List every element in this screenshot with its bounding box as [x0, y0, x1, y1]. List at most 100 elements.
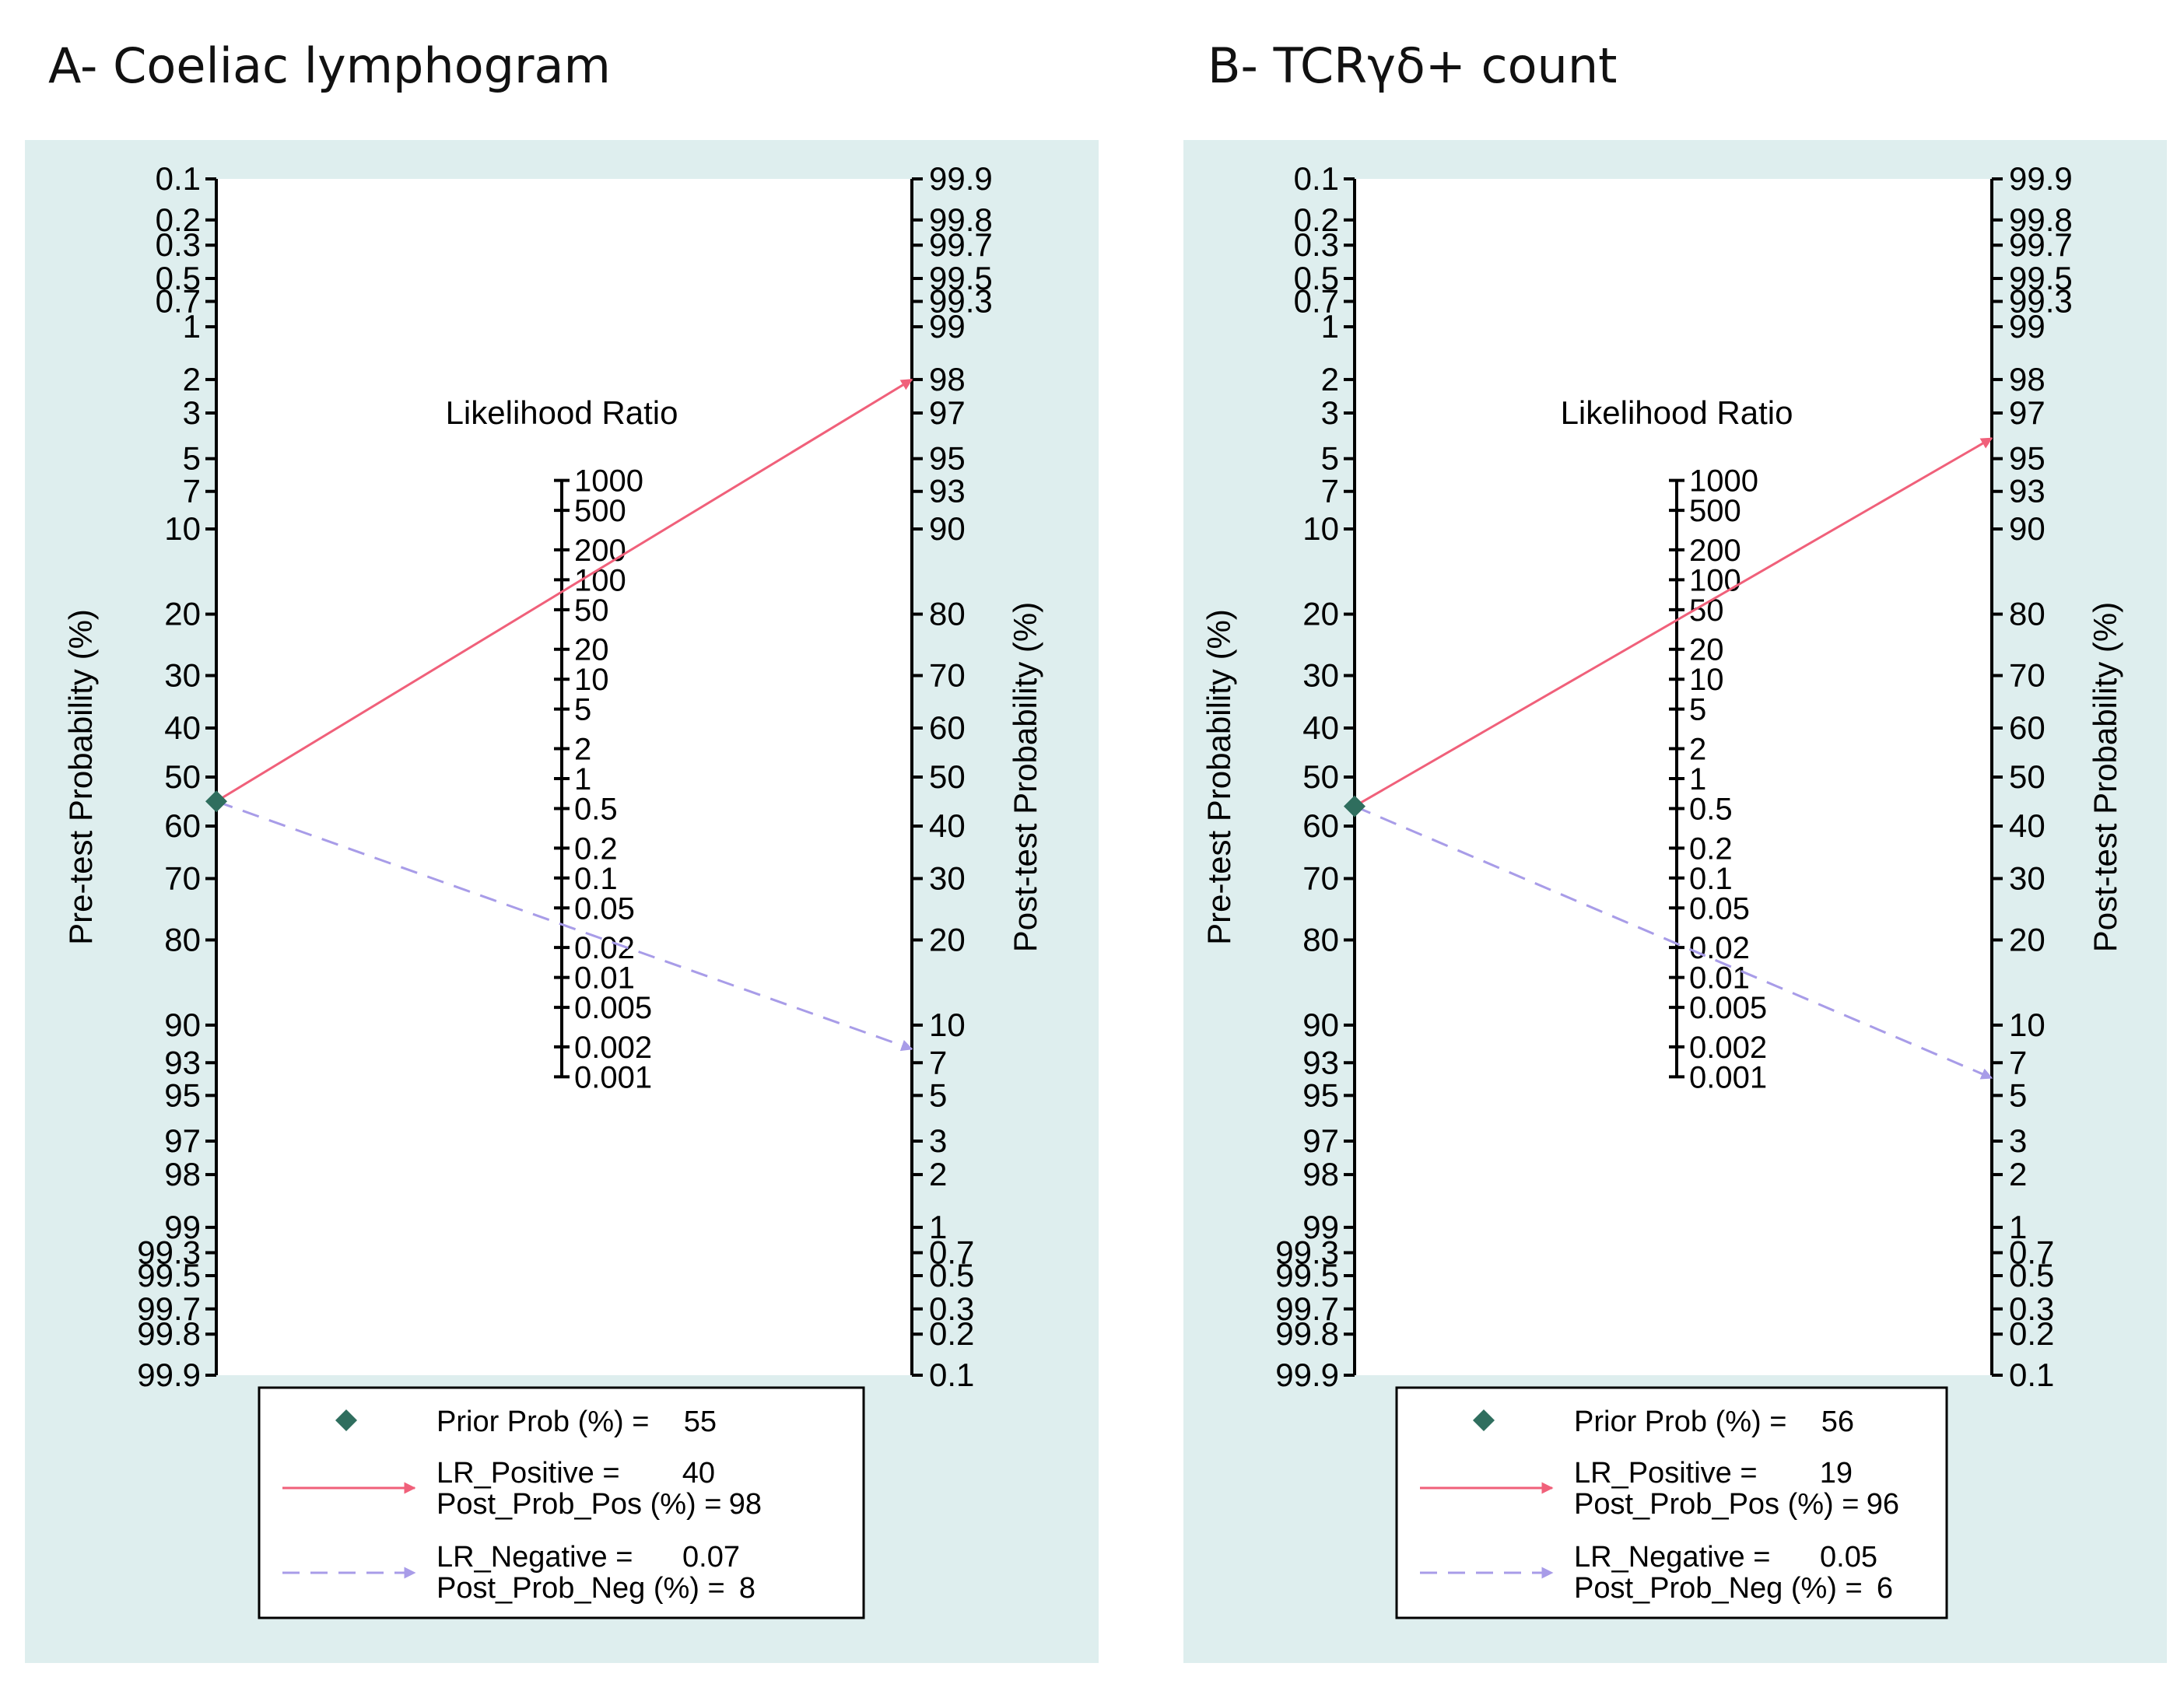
posttest-tick-label: 0.7 [929, 1234, 974, 1270]
pretest-axis-title: Pre-test Probability (%) [1201, 609, 1237, 945]
lr-tick-label: 50 [574, 593, 609, 628]
pretest-tick-label: 99.5 [1275, 1257, 1339, 1294]
posttest-tick-label: 97 [929, 394, 966, 431]
pretest-tick-label: 0.2 [156, 201, 201, 238]
lr-tick-label: 0.2 [1689, 831, 1733, 866]
posttest-tick-label: 99.3 [929, 283, 993, 320]
lr-tick-label: 0.005 [574, 991, 652, 1025]
posttest-tick-label: 5 [929, 1077, 947, 1113]
lr-tick-label: 20 [1689, 633, 1724, 667]
pretest-tick-label: 50 [164, 758, 201, 795]
lr-tick-label: 0.001 [574, 1060, 652, 1094]
posttest-tick-label: 1 [2009, 1209, 2027, 1245]
pretest-tick-label: 3 [183, 394, 201, 431]
posttest-tick-label: 30 [929, 860, 966, 896]
lr-tick-label: 20 [574, 633, 609, 667]
pretest-tick-label: 1 [183, 308, 201, 345]
posttest-tick-label: 7 [2009, 1044, 2027, 1080]
posttest-tick-label: 99.5 [929, 260, 993, 296]
pretest-tick-label: 80 [164, 921, 201, 958]
pretest-axis-title: Pre-test Probability (%) [62, 609, 99, 945]
legend-prior-label: Prior Prob (%) = [436, 1406, 649, 1438]
legend-lr-positive-label: LR_Positive = [436, 1457, 620, 1490]
pretest-tick-label: 99.5 [137, 1257, 201, 1294]
posttest-tick-label: 90 [929, 510, 966, 547]
pretest-tick-label: 99.9 [1275, 1357, 1339, 1393]
posttest-tick-label: 99.5 [2009, 260, 2073, 296]
pretest-tick-label: 0.1 [156, 160, 201, 197]
lr-tick-label: 2 [1689, 733, 1706, 767]
posttest-tick-label: 97 [2009, 394, 2046, 431]
posttest-tick-label: 40 [2009, 807, 2046, 844]
pretest-tick-label: 3 [1321, 394, 1339, 431]
lr-tick-label: 1000 [574, 464, 643, 499]
posttest-tick-label: 95 [929, 440, 966, 477]
lr-tick-label: 0.005 [1689, 991, 1767, 1025]
lr-tick-label: 0.001 [1689, 1060, 1767, 1094]
pretest-tick-label: 1 [1321, 308, 1339, 345]
lr-tick-label: 5 [574, 693, 591, 727]
pretest-tick-label: 95 [1302, 1077, 1339, 1113]
posttest-tick-label: 7 [929, 1044, 947, 1080]
panel-b-title: B- TCRγδ+ count [1208, 37, 1618, 94]
lr-tick-label: 200 [574, 534, 626, 568]
lr-tick-label: 0.01 [574, 961, 635, 996]
pretest-tick-label: 2 [183, 361, 201, 397]
posttest-axis-title: Post-test Probability (%) [2087, 602, 2123, 952]
posttest-tick-label: 20 [929, 921, 966, 958]
posttest-tick-label: 60 [2009, 709, 2046, 746]
pretest-tick-label: 97 [164, 1122, 201, 1159]
pretest-tick-label: 30 [1302, 657, 1339, 694]
posttest-tick-label: 50 [929, 758, 966, 795]
posttest-tick-label: 10 [2009, 1007, 2046, 1043]
pretest-tick-label: 10 [164, 510, 201, 547]
posttest-axis-title: Post-test Probability (%) [1007, 602, 1043, 952]
lr-tick-label: 0.1 [574, 862, 618, 896]
pretest-tick-label: 10 [1302, 510, 1339, 547]
negative-lr-line [216, 800, 913, 1052]
pretest-tick-label: 0.1 [1294, 160, 1339, 197]
lr-tick-label: 2 [574, 733, 591, 767]
pretest-tick-label: 0.2 [1294, 201, 1339, 238]
legend-lr-positive-value: 40 [682, 1457, 715, 1490]
lr-tick-label: 0.1 [1689, 862, 1733, 896]
pretest-tick-label: 99.7 [137, 1290, 201, 1327]
posttest-tick-label: 99.9 [2009, 160, 2073, 197]
pretest-tick-label: 93 [164, 1044, 201, 1080]
posttest-tick-label: 99.8 [2009, 201, 2073, 238]
legend-prior-value: 55 [684, 1406, 717, 1438]
pretest-tick-label: 70 [1302, 860, 1339, 896]
posttest-tick-label: 40 [929, 807, 966, 844]
posttest-tick-label: 0.7 [2009, 1234, 2054, 1270]
positive-lr-line [1354, 437, 1993, 807]
prior-prob-marker [205, 790, 227, 813]
legend-post-prob-neg-label: Post_Prob_Neg (%) = [436, 1572, 725, 1605]
pretest-tick-label: 90 [164, 1007, 201, 1043]
posttest-tick-label: 99 [929, 308, 966, 345]
posttest-tick-label: 3 [929, 1122, 947, 1159]
legend-post-prob-neg-value: 6 [1877, 1572, 1893, 1605]
pretest-tick-label: 80 [1302, 921, 1339, 958]
lr-tick-label: 0.5 [574, 792, 618, 826]
lr-tick-label: 500 [574, 494, 626, 528]
panel-a-title: A- Coeliac lymphogram [48, 37, 611, 94]
lr-tick-label: 5 [1689, 693, 1706, 727]
posttest-tick-label: 99.9 [929, 160, 993, 197]
posttest-tick-label: 93 [929, 473, 966, 509]
posttest-tick-label: 99.8 [929, 201, 993, 238]
pretest-tick-label: 20 [1302, 596, 1339, 632]
pretest-tick-label: 0.5 [1294, 260, 1339, 296]
legend-lr-positive-value: 19 [1820, 1457, 1853, 1490]
prior-prob-marker [1344, 795, 1365, 817]
panel-b: 0.10.20.30.50.71235710203040506070809093… [1183, 140, 2167, 1663]
pretest-tick-label: 0.7 [1294, 283, 1339, 320]
posttest-tick-label: 0.3 [929, 1290, 974, 1327]
pretest-tick-label: 60 [164, 807, 201, 844]
pretest-tick-label: 97 [1302, 1122, 1339, 1159]
lr-tick-label: 100 [1689, 563, 1741, 597]
posttest-tick-label: 70 [2009, 657, 2046, 694]
pretest-tick-label: 99.8 [137, 1315, 201, 1352]
lr-tick-label: 0.02 [1689, 931, 1750, 965]
legend-prior-label: Prior Prob (%) = [1574, 1406, 1786, 1438]
pretest-tick-label: 0.3 [1294, 226, 1339, 263]
